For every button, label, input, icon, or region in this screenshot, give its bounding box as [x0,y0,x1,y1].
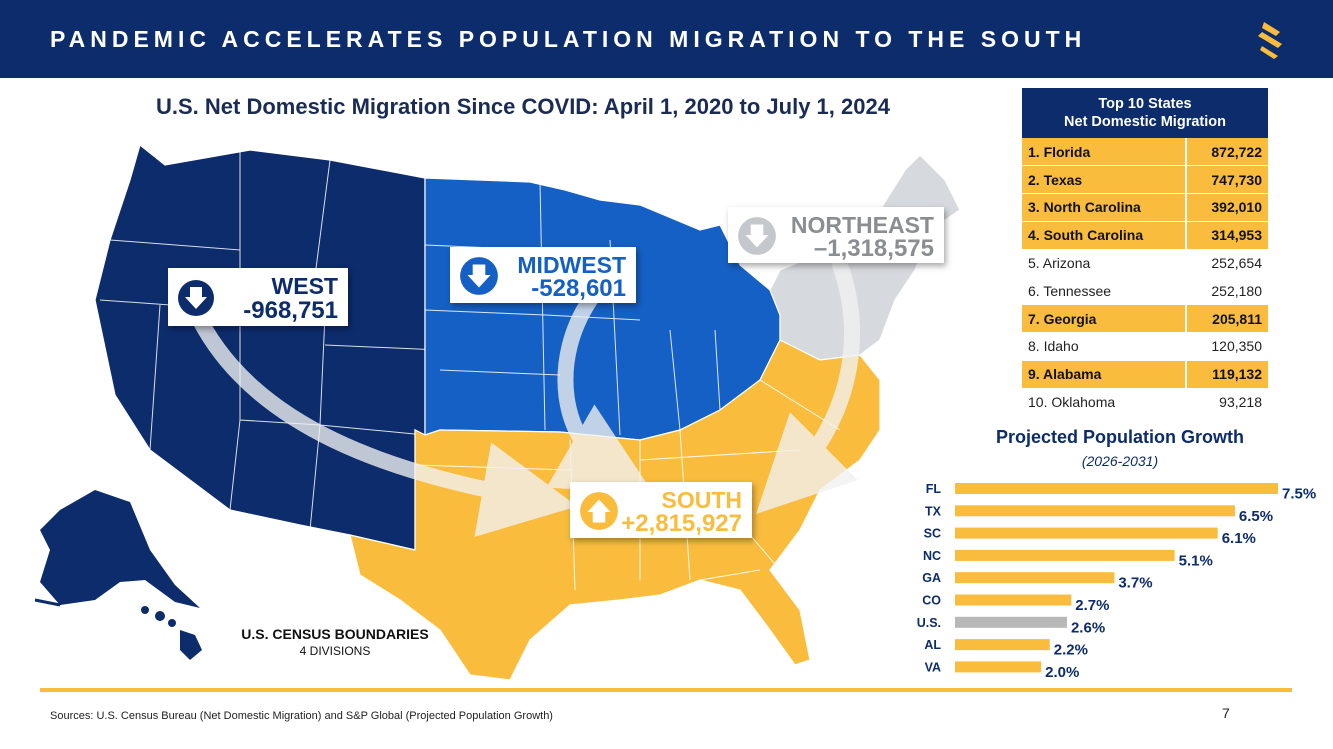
top-states-title-line1: Top 10 States [1022,95,1268,113]
midwest-name: MIDWEST [517,253,626,277]
state-value: 314,953 [1186,221,1268,249]
top-states-row: 7. Georgia 205,811 [1022,305,1268,333]
northeast-name: NORTHEAST [791,213,934,237]
west-callout: WEST -968,751 [168,268,348,326]
projected-growth-subtitle: (2026-2031) [930,453,1310,469]
south-callout: SOUTH +2,815,927 [570,482,752,538]
bar-category-label: TX [925,504,942,518]
bar-category-label: GA [922,571,941,585]
state-label: 3. North Carolina [1022,194,1186,222]
bar-category-label: NC [923,549,941,563]
bar-value-label: 7.5% [1282,486,1316,503]
arrow-down-icon [458,255,500,297]
top-states-row: 1. Florida 872,722 [1022,138,1268,166]
bar [955,528,1218,539]
bar-value-label: 2.6% [1071,619,1105,636]
bar [955,639,1050,650]
hawaii [141,606,202,660]
state-label: 7. Georgia [1022,305,1186,333]
state-label: 8. Idaho [1022,333,1186,361]
arrow-down-icon [736,215,778,257]
top-states-header: Top 10 States Net Domestic Migration [1022,88,1268,138]
bar-category-label: U.S. [917,616,941,630]
top-states-table: Top 10 States Net Domestic Migration 1. … [1022,88,1268,416]
map-title: U.S. Net Domestic Migration Since COVID:… [156,94,890,120]
bar-value-label: 2.2% [1054,642,1088,659]
northeast-callout: NORTHEAST –1,318,575 [728,207,944,263]
bar-category-label: CO [922,594,941,608]
bar [955,617,1067,628]
bar [955,661,1041,672]
bar-category-label: AL [924,638,941,652]
bar-value-label: 6.5% [1239,508,1273,525]
top-states-row: 2. Texas 747,730 [1022,166,1268,194]
bar-category-label: SC [924,527,941,541]
state-label: 1. Florida [1022,138,1186,166]
west-name: WEST [272,274,338,298]
state-value: 119,132 [1186,360,1268,388]
state-label: 4. South Carolina [1022,221,1186,249]
alaska [40,490,200,608]
state-value: 747,730 [1186,166,1268,194]
bar-category-label: VA [925,660,941,674]
top-states-row: 10. Oklahoma 93,218 [1022,388,1268,416]
south-value: +2,815,927 [621,511,742,537]
bar-value-label: 3.7% [1118,575,1152,592]
census-label-line2: 4 DIVISIONS [200,644,470,658]
state-value: 252,654 [1186,249,1268,277]
top-states-row: 6. Tennessee 252,180 [1022,277,1268,305]
s-logo-icon [1254,20,1288,60]
page-title: PANDEMIC ACCELERATES POPULATION MIGRATIO… [50,26,1086,53]
northeast-value: –1,318,575 [814,236,934,262]
top-states-row: 8. Idaho 120,350 [1022,333,1268,361]
state-label: 2. Texas [1022,166,1186,194]
arrow-up-icon [578,490,620,532]
west-value: -968,751 [243,298,338,324]
sources-note: Sources: U.S. Census Bureau (Net Domesti… [50,710,553,722]
header-banner: PANDEMIC ACCELERATES POPULATION MIGRATIO… [0,0,1333,78]
state-value: 252,180 [1186,277,1268,305]
bar-value-label: 2.0% [1045,664,1079,678]
footer-rule [40,688,1292,692]
top-states-row: 4. South Carolina 314,953 [1022,221,1268,249]
state-label: 6. Tennessee [1022,277,1186,305]
state-value: 120,350 [1186,333,1268,361]
census-label-line1: U.S. CENSUS BOUNDARIES [200,626,470,642]
page-number: 7 [1222,705,1230,721]
state-label: 5. Arizona [1022,249,1186,277]
top-states-row: 5. Arizona 252,654 [1022,249,1268,277]
south-name: SOUTH [662,488,743,512]
bar-category-label: FL [926,482,942,496]
bar [955,550,1175,561]
state-value: 872,722 [1186,138,1268,166]
midwest-region [425,178,780,440]
top-states-title-line2: Net Domestic Migration [1022,113,1268,131]
state-label: 10. Oklahoma [1022,388,1186,416]
bar-value-label: 5.1% [1179,552,1213,569]
arrow-down-icon [176,278,216,318]
projected-growth-title: Projected Population Growth [930,427,1310,448]
bar [955,595,1071,606]
midwest-callout: MIDWEST -528,601 [450,247,636,303]
bar [955,483,1278,494]
bar [955,505,1235,516]
state-value: 205,811 [1186,305,1268,333]
top-states-row: 3. North Carolina 392,010 [1022,194,1268,222]
projected-growth-chart: FL 7.5% TX 6.5% SC 6.1% NC 5.1% GA 3.7% CO 2.7% U.S.… [900,478,1330,678]
midwest-value: -528,601 [531,276,626,302]
state-value: 392,010 [1186,194,1268,222]
top-states-row: 9. Alabama 119,132 [1022,360,1268,388]
state-value: 93,218 [1186,388,1268,416]
bar-value-label: 2.7% [1075,597,1109,614]
census-boundaries-label: U.S. CENSUS BOUNDARIES 4 DIVISIONS [200,626,470,658]
bar [955,572,1114,583]
bar-value-label: 6.1% [1222,530,1256,547]
alaska-aleutians [35,600,60,605]
state-label: 9. Alabama [1022,360,1186,388]
